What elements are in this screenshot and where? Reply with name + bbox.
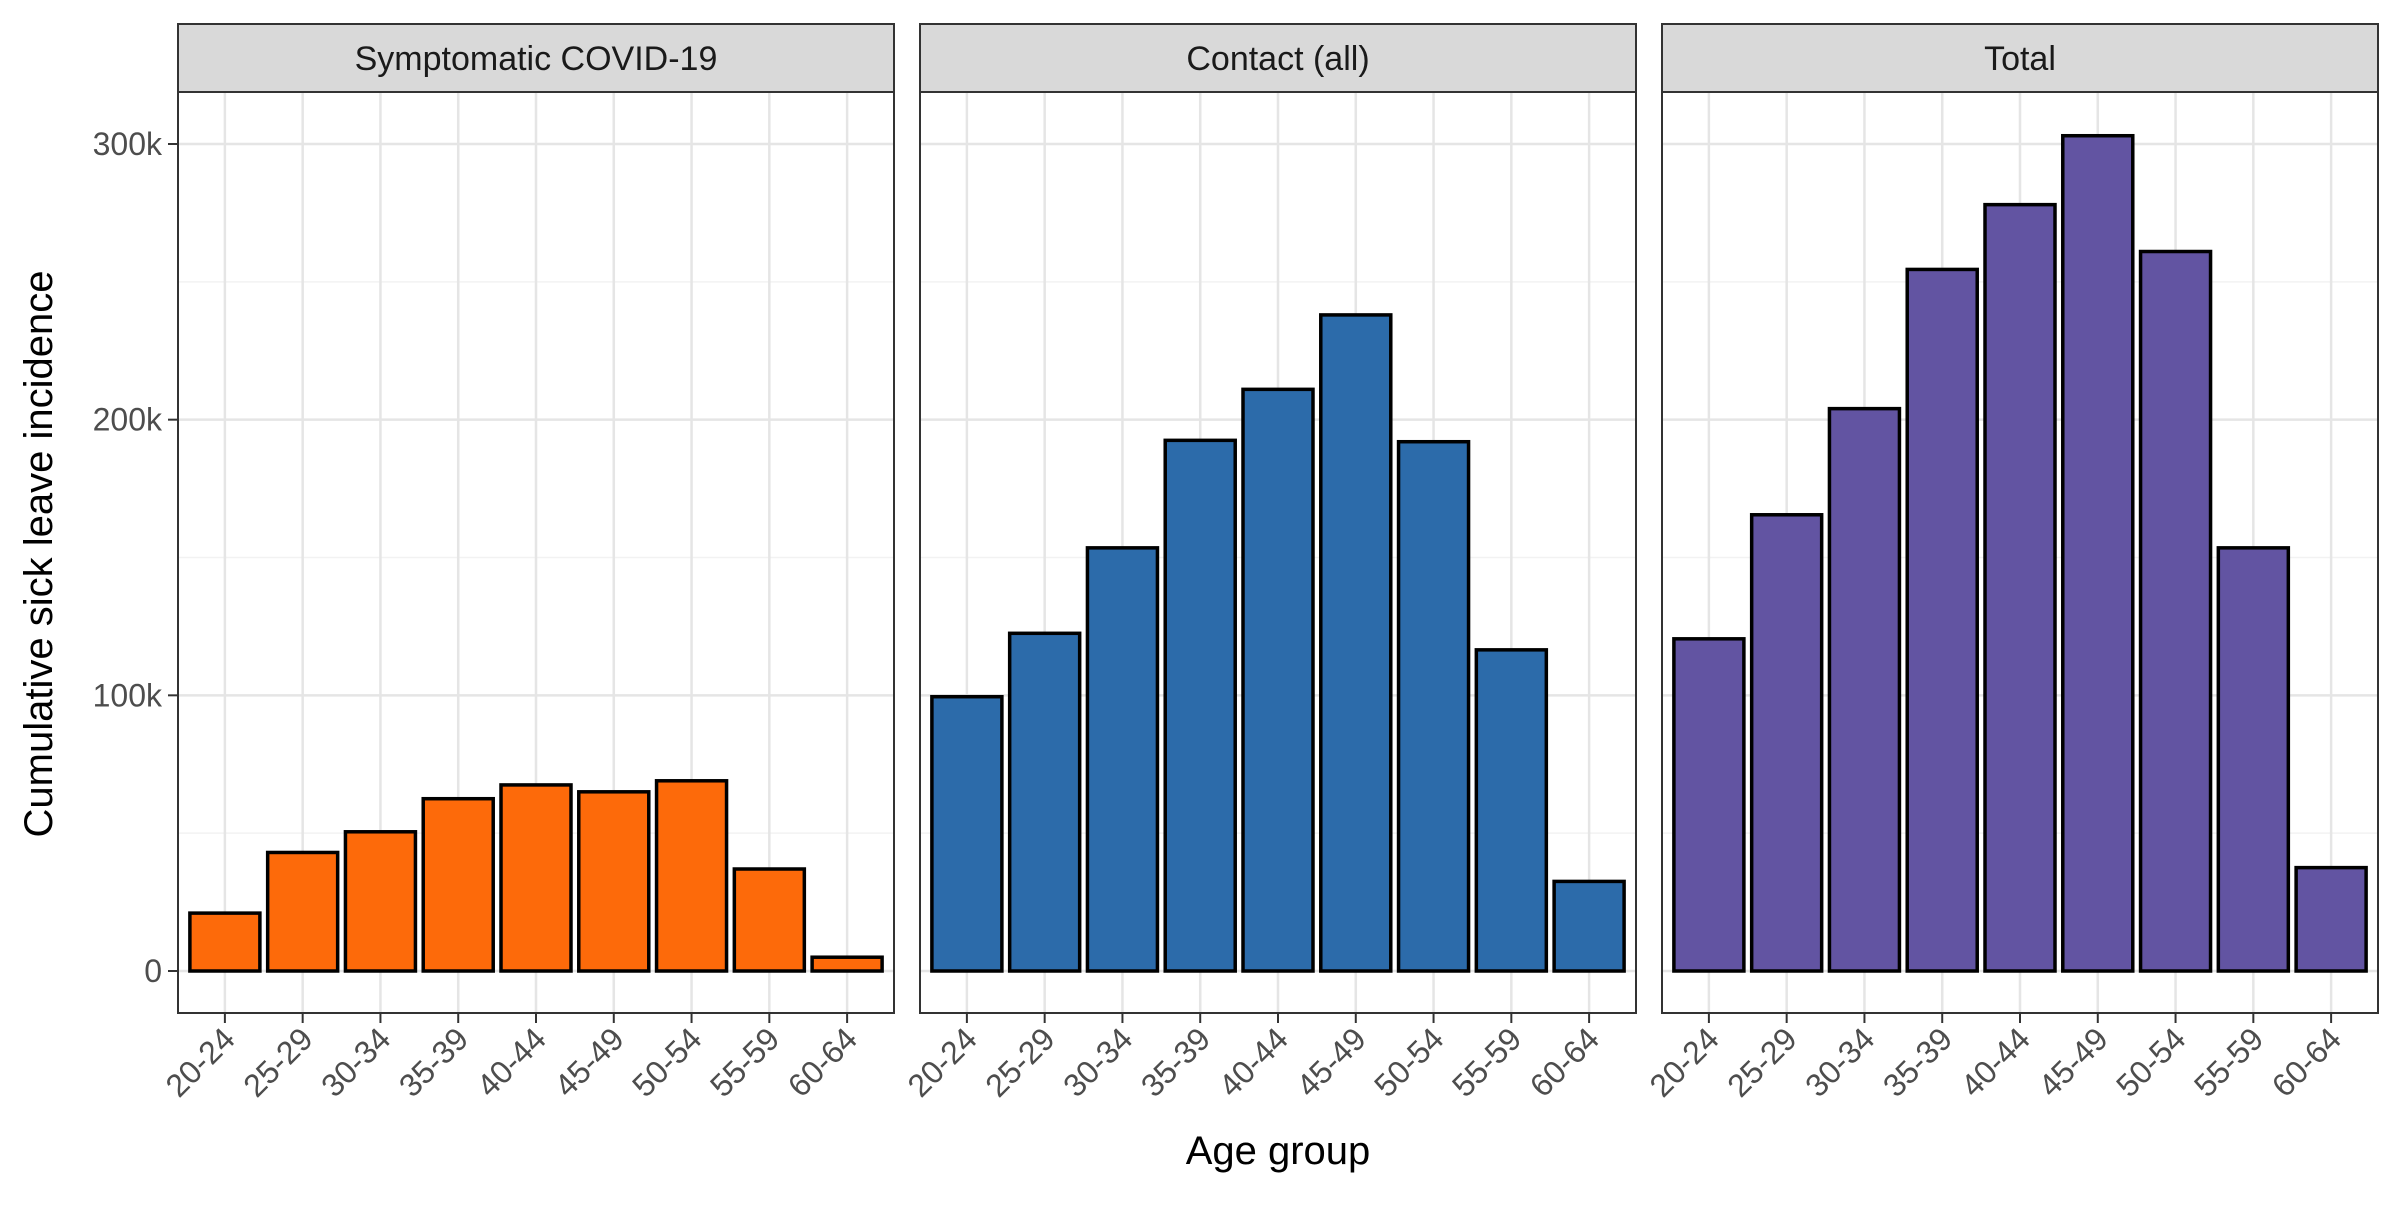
bar-25-29 bbox=[1749, 513, 1824, 973]
panel-2: Contact (all) 20-2425-2930-3435-3940-4445… bbox=[901, 23, 1637, 1104]
x-tick-label: 40-44 bbox=[470, 1020, 553, 1103]
x-tick-label: 50-54 bbox=[625, 1020, 708, 1103]
bar-25-29 bbox=[1007, 631, 1082, 973]
x-tick-label: 45-49 bbox=[547, 1020, 630, 1103]
bar-30-34 bbox=[1827, 406, 1902, 973]
x-tick-label: 40-44 bbox=[1954, 1020, 2037, 1103]
bar-45-49 bbox=[1319, 313, 1393, 973]
panel-1: Symptomatic COVID-19 20-2425-2930-3435-39… bbox=[159, 23, 895, 1104]
bar-30-34 bbox=[343, 830, 418, 973]
panel-3: Total 20-2425-2930-3435-3940-4445-4950-54… bbox=[1643, 23, 2379, 1104]
bar-50-54 bbox=[1396, 439, 1471, 973]
bar-35-39 bbox=[1163, 438, 1237, 973]
x-tick-label: 25-29 bbox=[1720, 1020, 1803, 1103]
bar-20-24 bbox=[930, 694, 1004, 973]
bar-55-59 bbox=[732, 867, 807, 973]
y-tick-label: 100k bbox=[93, 677, 163, 713]
x-tick-label: 35-39 bbox=[1134, 1020, 1217, 1103]
bar-40-44 bbox=[1983, 202, 2057, 973]
panels-layer: Symptomatic COVID-1920-2425-2930-3435-39… bbox=[159, 23, 2379, 1104]
bar-50-54 bbox=[2138, 249, 2213, 973]
x-tick-label: 25-29 bbox=[978, 1020, 1061, 1103]
y-tick-label: 200k bbox=[93, 402, 163, 438]
bar-60-64 bbox=[810, 955, 884, 973]
y-axis-title: Cumulative sick leave incidence bbox=[17, 271, 61, 838]
x-tick-label: 40-44 bbox=[1212, 1020, 1295, 1103]
bar-40-44 bbox=[499, 783, 573, 973]
x-tick-label: 60-64 bbox=[2265, 1020, 2348, 1103]
facet-strip bbox=[177, 23, 895, 93]
x-tick-label: 55-59 bbox=[703, 1020, 786, 1103]
facet-strip-label: Contact (all) bbox=[1186, 40, 1369, 78]
bar-20-24 bbox=[1672, 637, 1746, 973]
bar-35-39 bbox=[421, 796, 495, 973]
bar-35-39 bbox=[1905, 267, 1979, 973]
bar-45-49 bbox=[2061, 133, 2135, 973]
bar-25-29 bbox=[265, 850, 340, 973]
x-tick-label: 30-34 bbox=[1798, 1020, 1881, 1103]
x-tick-label: 30-34 bbox=[1056, 1020, 1139, 1103]
x-axis-title: Age group bbox=[1186, 1129, 1371, 1173]
x-tick-label: 20-24 bbox=[1643, 1020, 1726, 1103]
bar-40-44 bbox=[1241, 387, 1315, 973]
x-tick-label: 60-64 bbox=[781, 1020, 864, 1103]
y-tick-label: 300k bbox=[93, 126, 163, 162]
x-tick-label: 45-49 bbox=[1289, 1020, 1372, 1103]
bar-20-24 bbox=[188, 911, 262, 973]
x-tick-label: 50-54 bbox=[2109, 1020, 2192, 1103]
bar-60-64 bbox=[2294, 865, 2368, 973]
bar-55-59 bbox=[1474, 648, 1549, 973]
bar-30-34 bbox=[1085, 546, 1160, 973]
x-tick-label: 20-24 bbox=[159, 1020, 242, 1103]
bar-60-64 bbox=[1552, 879, 1626, 973]
x-tick-label: 50-54 bbox=[1367, 1020, 1450, 1103]
x-tick-label: 30-34 bbox=[314, 1020, 397, 1103]
facet-strip-label: Symptomatic COVID-19 bbox=[355, 40, 718, 78]
facet-strip bbox=[919, 23, 1637, 93]
x-tick-label: 45-49 bbox=[2031, 1020, 2114, 1103]
x-tick-label: 60-64 bbox=[1523, 1020, 1606, 1103]
x-tick-label: 55-59 bbox=[2187, 1020, 2270, 1103]
y-axis: 0 100k 200k 300k bbox=[93, 126, 178, 989]
y-tick-label: 0 bbox=[144, 953, 162, 989]
x-tick-label: 35-39 bbox=[392, 1020, 475, 1103]
bar-45-49 bbox=[577, 790, 651, 973]
x-tick-label: 35-39 bbox=[1876, 1020, 1959, 1103]
x-tick-label: 20-24 bbox=[901, 1020, 984, 1103]
bar-50-54 bbox=[654, 779, 729, 973]
x-tick-label: 25-29 bbox=[236, 1020, 319, 1103]
facet-strip bbox=[1661, 23, 2379, 93]
x-tick-label: 55-59 bbox=[1445, 1020, 1528, 1103]
bar-55-59 bbox=[2216, 546, 2291, 973]
facet-strip-label: Total bbox=[1984, 40, 2056, 78]
